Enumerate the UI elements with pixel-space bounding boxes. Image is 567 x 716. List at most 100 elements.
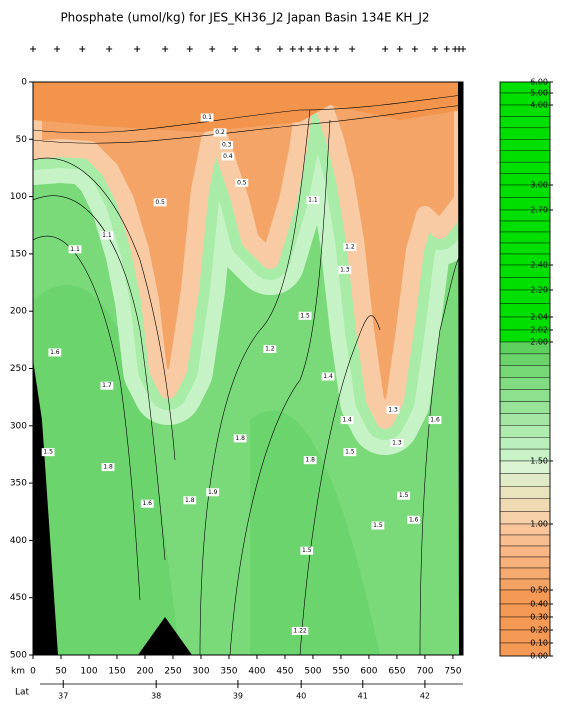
station-marker [411,46,418,52]
contour-label: 1.6 [50,349,60,356]
station-marker [276,46,283,52]
x-tick-label: 450 [276,667,293,677]
contour-label-box [221,152,235,161]
contour-label: 1.6 [142,500,152,507]
colorbar-label: 2.02 [530,326,548,335]
colorbar-label: 0.30 [530,613,548,622]
contour-label: 1.1 [308,197,318,204]
contour-label-box [338,265,352,274]
lat-tick-label: 37 [58,692,68,701]
contour-label-box [100,381,114,390]
y-tick-label: 50 [16,135,28,145]
contour-label: 1.4 [323,373,333,380]
y-tick-label: 500 [10,651,27,661]
contour-label: 0.2 [215,129,225,136]
contour-label-box [303,456,317,465]
station-marker [396,46,403,52]
contour-label-box [343,243,357,252]
colorbar-label: 0.40 [530,600,548,609]
contour-label: 1.5 [300,312,310,319]
y-tick-label: 350 [10,479,27,489]
contour-label: 1.8 [103,464,113,471]
colorbar-box [499,545,551,558]
contour-label-box [153,198,167,207]
colorbar-box [499,377,551,390]
station-marker [289,46,296,52]
field [33,82,463,655]
colorbar-box [499,150,551,163]
x-tick-label: 500 [304,667,321,677]
contour-label: 1.4 [342,417,352,424]
x-tick-label: 100 [80,667,97,677]
x-tick-label: 150 [108,667,125,677]
colorbar-label: 1.50 [530,457,548,466]
station-marker [323,46,330,52]
contour-label: 1.22 [293,627,307,634]
colorbar-label: 3.00 [530,181,548,190]
colorbar-label: 2.40 [530,261,548,270]
contour-label-box [390,438,404,447]
colorbar-box [499,567,551,580]
contour-label: 1.8 [305,457,315,464]
station-marker [382,46,389,52]
y-tick-label: 200 [10,307,27,317]
station-marker [30,46,36,52]
colorbar-box [499,242,551,255]
contour-label: 1.7 [102,382,112,389]
station-marker [134,46,141,52]
station-marker [307,46,314,52]
x-tick-label: 600 [360,667,377,677]
colorbar-box [499,139,551,151]
contour-label-box [206,488,220,497]
station-marker [432,46,439,52]
x-tick-label: 0 [30,667,36,677]
contour-label: 1.3 [388,406,398,413]
contour-label: 1.8 [235,435,245,442]
station-marker [209,46,216,52]
colorbar-box [499,353,551,366]
station-marker [162,46,169,52]
station-marker [460,46,466,52]
y-tick-label: 100 [10,192,27,202]
y-tick-label: 0 [21,78,27,88]
contour-label-box [41,448,55,457]
contour-label-box [140,499,154,508]
colorbar-box [499,116,551,129]
contour-label-box [291,626,309,635]
field-orange [33,82,463,455]
colorbar-box [499,389,551,402]
contour-label-box [397,491,411,500]
contour-label-box [68,245,82,254]
station-marker [186,46,193,52]
station-marker [232,46,239,52]
x-axis-label: km [11,667,25,677]
lat-tick-label: 40 [296,692,306,701]
colorbar-box [499,127,551,140]
contour-label-box [340,416,354,425]
colorbar-label: 0.10 [530,639,548,648]
contour-label-box [200,113,214,122]
contour-label-box [233,434,247,443]
contour-label: 1.1 [70,246,80,253]
station-marker [106,46,113,52]
x-tick-label: 350 [220,667,237,677]
x-tick-label: 750 [444,667,461,677]
colorbar-label: 2.04 [530,313,548,322]
contour-label-box [343,448,357,457]
colorbar-label: 5.00 [530,89,548,98]
contour-label: 1.2 [345,244,355,251]
chart-title: Phosphate (umol/kg) for JES_KH36_J2 Japa… [60,11,429,25]
topography [458,82,463,655]
colorbar-box [499,498,551,512]
lat-tick-label: 42 [420,692,430,701]
contour-label-box [371,521,385,530]
contour-label-box [213,128,227,137]
y-tick-label: 150 [10,249,27,259]
contour-label-box [101,463,115,472]
colorbar-box [499,486,551,500]
contour-label: 1.9 [208,489,218,496]
field-deep [250,410,380,655]
colorbar-box [499,437,551,450]
